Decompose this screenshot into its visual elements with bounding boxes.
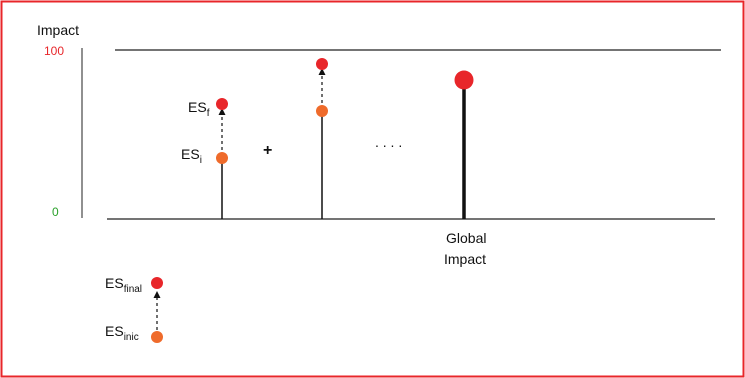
legend-initial-dot bbox=[151, 331, 163, 343]
y-axis-max-label: 100 bbox=[44, 44, 65, 58]
legend-arrowhead bbox=[153, 291, 161, 298]
global-label-line2: Impact bbox=[444, 251, 487, 267]
legend-final-dot bbox=[151, 277, 163, 289]
y-axis-min-label: 0 bbox=[52, 205, 59, 219]
stage2-arrowhead bbox=[318, 68, 326, 75]
ellipsis: . . . . bbox=[375, 134, 403, 150]
legend-initial-label: ESinic bbox=[105, 323, 139, 343]
global-label-line1: Global bbox=[446, 230, 487, 246]
stage1-final-label: ESf bbox=[188, 99, 210, 119]
stage1-final-dot bbox=[216, 98, 228, 110]
stage1-initial-dot bbox=[216, 152, 228, 164]
legend-final-label: ESfinal bbox=[105, 275, 143, 295]
stage2-initial-dot bbox=[316, 105, 328, 117]
stage1-arrowhead bbox=[218, 108, 226, 115]
stage2-final-dot bbox=[316, 58, 328, 70]
plus-sign: + bbox=[263, 142, 273, 159]
global-dot bbox=[454, 70, 474, 90]
y-axis-title: Impact bbox=[37, 22, 80, 38]
stage1-initial-label: ESi bbox=[181, 146, 202, 166]
